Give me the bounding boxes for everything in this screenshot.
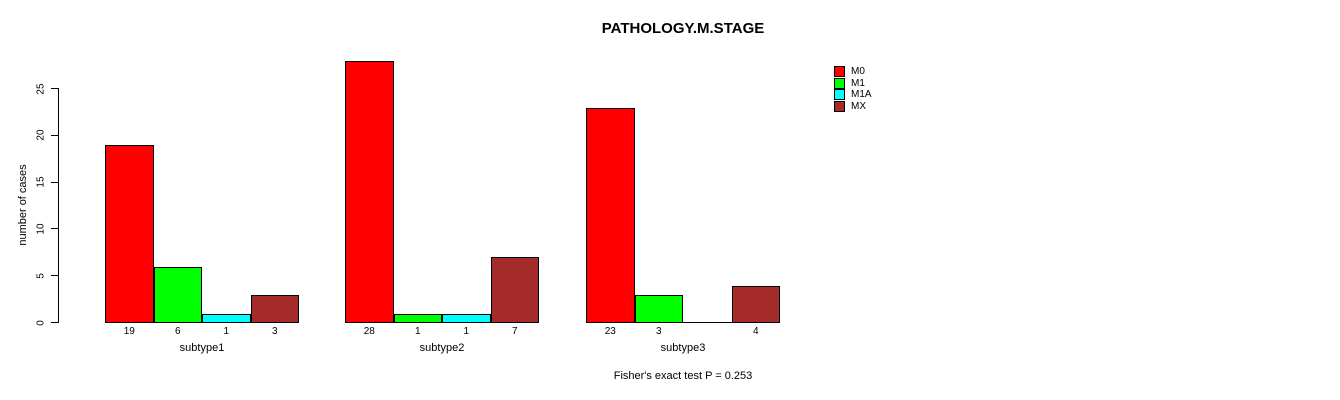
legend-item-mx: MX	[834, 100, 894, 112]
y-tick-label: 5	[35, 272, 47, 279]
bar-mx-subtype2	[490, 257, 539, 323]
legend-label-m1: M1	[851, 77, 865, 89]
category-label-subtype2: subtype2	[419, 342, 465, 354]
bar-m1-subtype3	[634, 295, 683, 323]
legend-item-m1: M1	[834, 77, 894, 89]
bar-value-label: 1	[463, 326, 470, 337]
bar-m1a-subtype1	[202, 314, 251, 323]
bar-m0-subtype1	[105, 145, 154, 323]
legend-label-m1a: M1A	[851, 89, 872, 100]
bar-m0-subtype3	[586, 108, 635, 323]
y-tick-label: 20	[35, 129, 47, 141]
y-axis-label: number of cases	[17, 164, 29, 246]
legend-label-m0: M0	[851, 66, 865, 77]
y-tick-mark	[51, 322, 58, 323]
legend-swatch-m0	[834, 66, 845, 77]
y-axis-line	[58, 88, 59, 323]
legend-item-m0: M0	[834, 66, 894, 77]
y-tick-mark	[51, 134, 58, 136]
bar-value-label: 4	[752, 326, 759, 337]
bar-value-label: 6	[174, 326, 181, 337]
y-tick-mark	[51, 88, 58, 89]
bar-value-label: 1	[223, 326, 230, 337]
bar-mx-subtype1	[250, 295, 299, 323]
chart-title: PATHOLOGY.M.STAGE	[601, 20, 765, 37]
bar-value-label: 1	[414, 326, 421, 337]
bar-m1-subtype1	[153, 267, 202, 323]
bar-mx-subtype3	[731, 286, 780, 323]
y-tick-label: 25	[35, 82, 47, 95]
y-tick-mark	[51, 181, 58, 183]
bar-m1a-subtype2	[442, 314, 491, 323]
legend-item-m1a: M1A	[834, 89, 894, 100]
legend-label-mx: MX	[851, 100, 866, 112]
category-label-subtype1: subtype1	[179, 342, 225, 354]
category-label-subtype3: subtype3	[660, 342, 706, 354]
y-tick-label: 0	[35, 319, 47, 326]
bar-value-label: 28	[363, 326, 375, 337]
bar-value-label: 3	[271, 326, 278, 337]
bar-m0-subtype2	[345, 61, 394, 323]
legend-swatch-m1	[834, 77, 845, 89]
y-tick-mark	[51, 275, 58, 277]
y-tick-mark	[51, 228, 58, 230]
legend-swatch-m1a	[834, 89, 845, 100]
bar-value-label: 7	[511, 326, 518, 337]
legend-swatch-mx	[834, 100, 845, 112]
bar-m1a-subtype3	[683, 322, 732, 323]
y-tick-label: 10	[35, 223, 47, 235]
y-tick-label: 15	[35, 176, 47, 188]
bar-value-label: 23	[604, 326, 616, 337]
fisher-test-annotation: Fisher's exact test P = 0.253	[613, 370, 753, 382]
bar-value-label: 3	[655, 326, 662, 337]
bar-m1-subtype2	[393, 314, 442, 323]
bar-value-label: 19	[123, 326, 135, 337]
